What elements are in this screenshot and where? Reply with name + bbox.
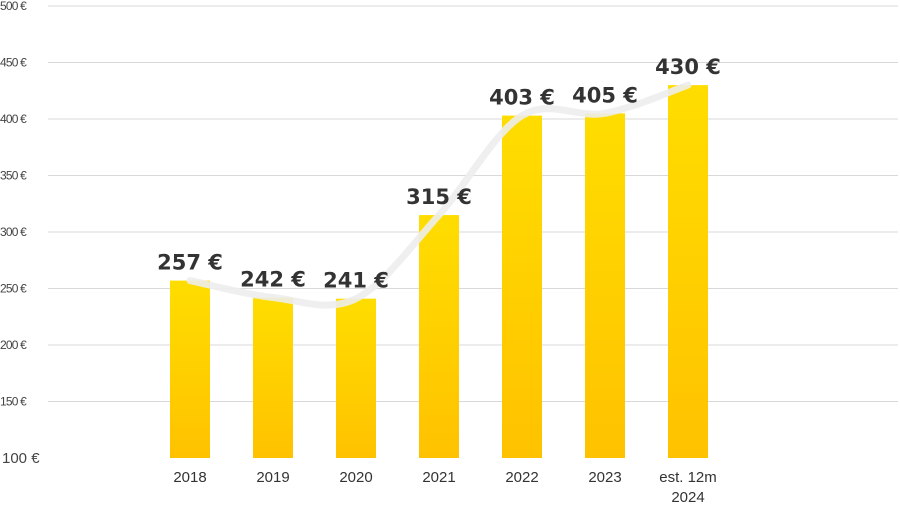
- bar: [585, 113, 625, 458]
- x-tick-label: 2021: [422, 469, 455, 486]
- y-tick-label: 400 €: [0, 112, 27, 126]
- bar: [502, 115, 542, 459]
- bars: [170, 85, 708, 459]
- y-tick-label: 150 €: [0, 395, 27, 409]
- data-label: 257 €: [157, 251, 223, 275]
- data-label: 241 €: [323, 269, 389, 293]
- y-tick-label: 300 €: [0, 225, 27, 239]
- trend-line: [186, 81, 692, 309]
- data-label: 403 €: [489, 86, 555, 110]
- x-tick-label: 2018: [173, 469, 206, 486]
- y-tick-label: 100 €: [2, 450, 40, 467]
- data-labels: 257 € 242 € 241 € 315 € 403 € 405 € 430 €: [157, 55, 721, 293]
- x-tick-label: 2019: [256, 469, 289, 486]
- bar: [253, 297, 293, 458]
- data-label: 242 €: [240, 268, 306, 292]
- bar: [668, 85, 708, 458]
- x-tick-label: 2023: [588, 469, 621, 486]
- x-tick-label: est. 12m 2024: [659, 469, 717, 506]
- data-label: 430 €: [655, 55, 721, 79]
- bar: [336, 298, 376, 458]
- y-axis-ticks: 100 € 150 € 200 € 250 € 300 € 350 € 400 € 450 €…: [0, 0, 40, 467]
- y-tick-label: 500 €: [0, 0, 27, 13]
- bar: [419, 215, 459, 458]
- data-label: 315 €: [406, 185, 472, 209]
- y-tick-label: 250 €: [0, 282, 27, 296]
- y-tick-label: 450 €: [0, 56, 27, 70]
- y-tick-label: 200 €: [0, 338, 27, 352]
- x-axis-ticks: 2018 2019 2020 2021 2022 2023 est. 12m 2024: [173, 469, 716, 506]
- trend-line-group: [186, 81, 692, 309]
- y-tick-label: 350 €: [0, 169, 27, 183]
- bar: [170, 280, 210, 458]
- data-label: 405 €: [572, 83, 638, 107]
- x-tick-label: 2020: [339, 469, 372, 486]
- x-tick-label: 2022: [505, 469, 538, 486]
